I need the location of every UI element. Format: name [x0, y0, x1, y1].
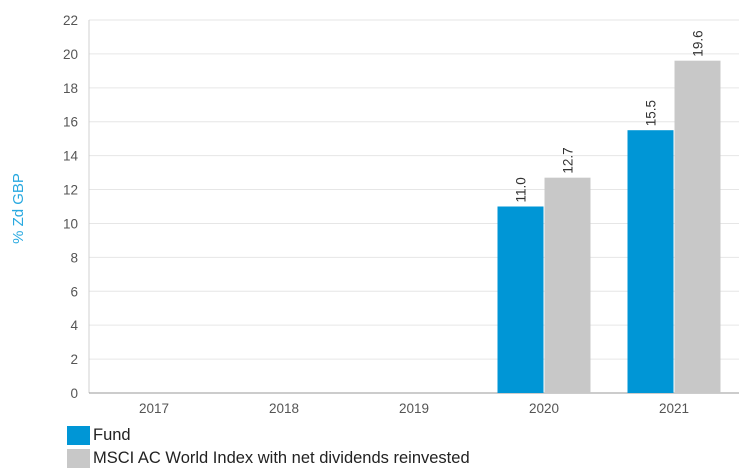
y-tick-label: 0 [70, 386, 78, 401]
bar-fund-2020 [497, 206, 544, 393]
y-tick-label: 22 [63, 13, 78, 28]
bars [497, 60, 721, 394]
bar-index-2021 [674, 60, 721, 393]
y-axis-label: % Zd GBP [10, 173, 27, 244]
legend-item-fund: Fund [67, 425, 470, 446]
x-tick-label: 2020 [529, 401, 559, 416]
x-tick-label: 2021 [659, 401, 689, 416]
x-tick-label: 2019 [399, 401, 429, 416]
x-tick-label: 2017 [139, 401, 169, 416]
x-tick-label: 2018 [269, 401, 299, 416]
bar-fund-2021 [627, 130, 674, 394]
y-tick-label: 2 [70, 352, 78, 367]
y-tick-label: 6 [70, 284, 78, 299]
y-tick-label: 16 [63, 115, 78, 130]
y-tick-label: 18 [63, 81, 78, 96]
y-tick-label: 10 [63, 216, 78, 231]
gridlines [88, 19, 739, 393]
x-tick-labels: 2017 2018 2019 2020 2021 [139, 401, 689, 416]
y-tick-label: 8 [70, 250, 78, 265]
data-label: 15.5 [644, 100, 659, 126]
data-labels: 11.0 12.7 15.5 19.6 [514, 30, 706, 202]
y-tick-labels: 0 2 4 6 8 10 12 14 16 18 20 22 [63, 13, 79, 401]
legend-label-fund: Fund [93, 426, 131, 444]
legend: Fund MSCI AC World Index with net divide… [67, 425, 470, 471]
y-tick-label: 14 [63, 149, 79, 164]
legend-label-index: MSCI AC World Index with net dividends r… [93, 449, 470, 467]
data-label: 19.6 [691, 30, 706, 56]
legend-swatch-fund [67, 426, 90, 445]
legend-swatch-index [67, 449, 90, 468]
y-tick-label: 12 [63, 183, 78, 198]
data-label: 12.7 [561, 147, 576, 173]
bar-index-2020 [544, 177, 591, 393]
y-tick-label: 20 [63, 47, 78, 62]
legend-item-index: MSCI AC World Index with net dividends r… [67, 448, 470, 469]
y-tick-label: 4 [70, 318, 78, 333]
data-label: 11.0 [514, 177, 529, 202]
